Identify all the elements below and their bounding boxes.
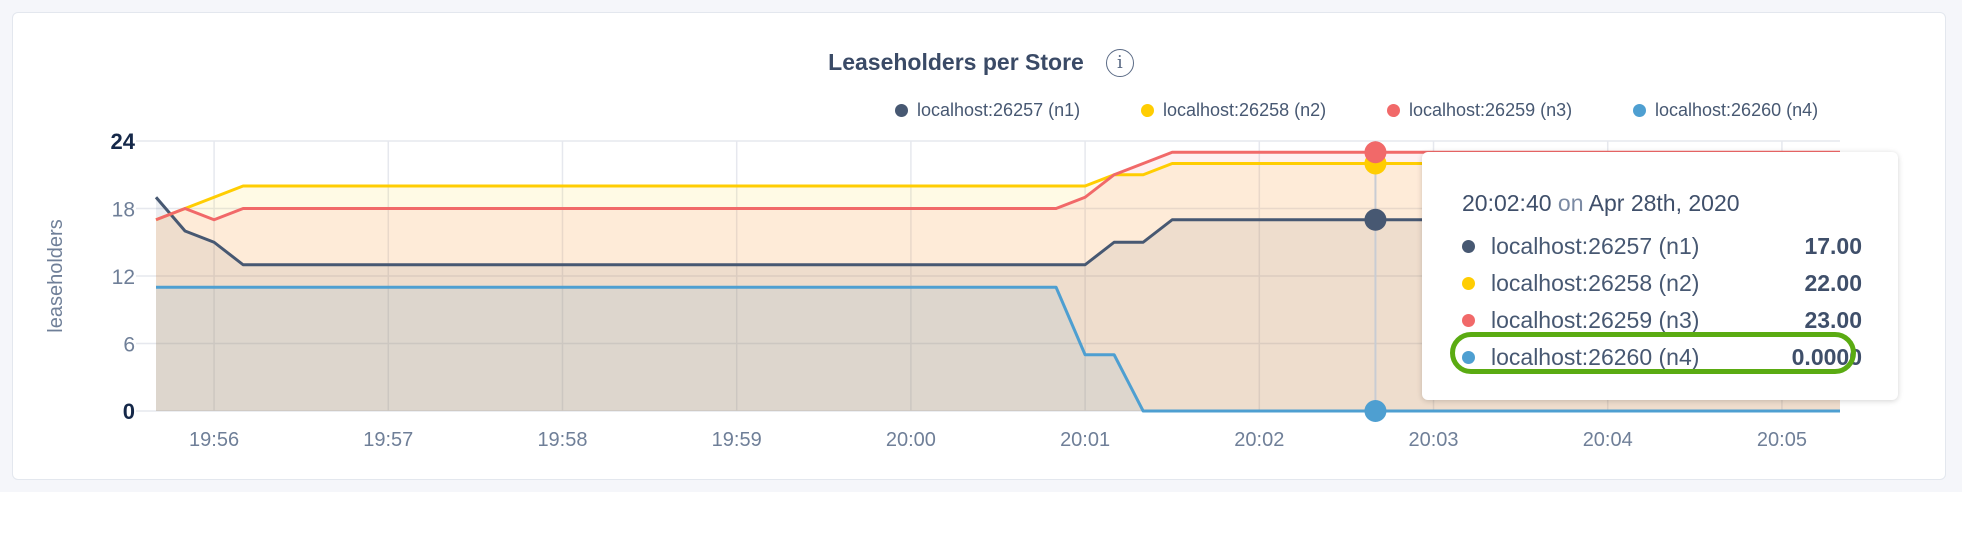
chart-title-row: Leaseholders per Store i [0, 48, 1962, 77]
hover-marker [1364, 208, 1387, 231]
x-tick-label: 19:57 [363, 429, 413, 451]
series-line [156, 285, 1840, 413]
x-tick-label: 20:05 [1757, 429, 1807, 451]
legend-label: localhost:26258 (n2) [1163, 100, 1327, 120]
x-tick-label: 20:04 [1583, 429, 1633, 451]
tooltip-row: localhost:26259 (n3) 23.00 [1462, 302, 1862, 338]
tooltip-value: 23.00 [1804, 306, 1862, 333]
tooltip-dot-icon [1462, 276, 1475, 290]
series-area [156, 152, 1840, 411]
legend-dot-icon [1633, 104, 1646, 117]
tooltip-series-name: localhost:26258 (n2) [1491, 269, 1700, 296]
x-tick-label: 19:58 [537, 429, 587, 451]
y-tick-label: 18 [112, 199, 135, 222]
tooltip-title: 20:02:40 on Apr 28th, 2020 [1462, 190, 1740, 217]
tooltip-series-name: localhost:26260 (n4) [1491, 343, 1700, 370]
hover-marker [1364, 400, 1387, 422]
legend-item[interactable]: localhost:26260 (n4) [1633, 100, 1879, 121]
series-line [155, 162, 1840, 222]
x-tick-label: 20:01 [1060, 429, 1110, 451]
legend-label: localhost:26259 (n3) [1409, 100, 1573, 120]
chart-title: Leaseholders per Store [828, 49, 1084, 76]
hover-marker [1364, 141, 1387, 164]
legend-dot-icon [895, 104, 908, 117]
tooltip-row: localhost:26257 (n1) 17.00 [1462, 228, 1862, 264]
legend: localhost:26257 (n1) localhost:26258 (n2)… [895, 100, 1879, 121]
series-line [155, 150, 1840, 222]
x-tick-label: 20:00 [886, 429, 936, 451]
series-area [156, 287, 1840, 411]
y-tick-label: 6 [123, 334, 135, 357]
x-tick-label: 19:59 [712, 429, 762, 451]
tooltip-time: 20:02:40 [1462, 190, 1552, 216]
tooltip-value: 17.00 [1804, 232, 1862, 259]
tooltip-dot-icon [1462, 313, 1475, 327]
legend-label: localhost:26260 (n4) [1655, 100, 1819, 120]
series-line [154, 196, 1840, 267]
tooltip-dot-icon [1462, 239, 1475, 253]
tooltip-value: 22.00 [1804, 269, 1862, 296]
highlight-outline [1450, 332, 1856, 374]
y-tick-label: 24 [111, 129, 136, 154]
info-icon[interactable]: i [1105, 48, 1134, 77]
legend-dot-icon [1141, 104, 1154, 117]
y-axis-label: leaseholders [45, 219, 67, 332]
tooltip-row: localhost:26258 (n2) 22.00 [1462, 265, 1862, 301]
y-tick-label: 0 [123, 399, 135, 424]
legend-dot-icon [1387, 104, 1400, 117]
y-tick-label: 12 [112, 266, 135, 289]
x-tick-label: 19:56 [189, 429, 239, 451]
legend-item[interactable]: localhost:26259 (n3) [1387, 100, 1633, 121]
series-area [156, 197, 1840, 411]
legend-item[interactable]: localhost:26258 (n2) [1141, 100, 1387, 121]
tooltip-on: on [1557, 190, 1584, 216]
x-tick-label: 20:03 [1408, 429, 1458, 451]
legend-item[interactable]: localhost:26257 (n1) [895, 100, 1141, 121]
tooltip-series-name: localhost:26257 (n1) [1491, 232, 1700, 259]
x-tick-label: 20:02 [1234, 429, 1284, 451]
tooltip: 20:02:40 on Apr 28th, 2020 localhost:262… [1422, 152, 1898, 400]
tooltip-date: Apr 28th, 2020 [1588, 190, 1740, 216]
tooltip-series-name: localhost:26259 (n3) [1491, 306, 1700, 333]
legend-label: localhost:26257 (n1) [917, 100, 1081, 120]
